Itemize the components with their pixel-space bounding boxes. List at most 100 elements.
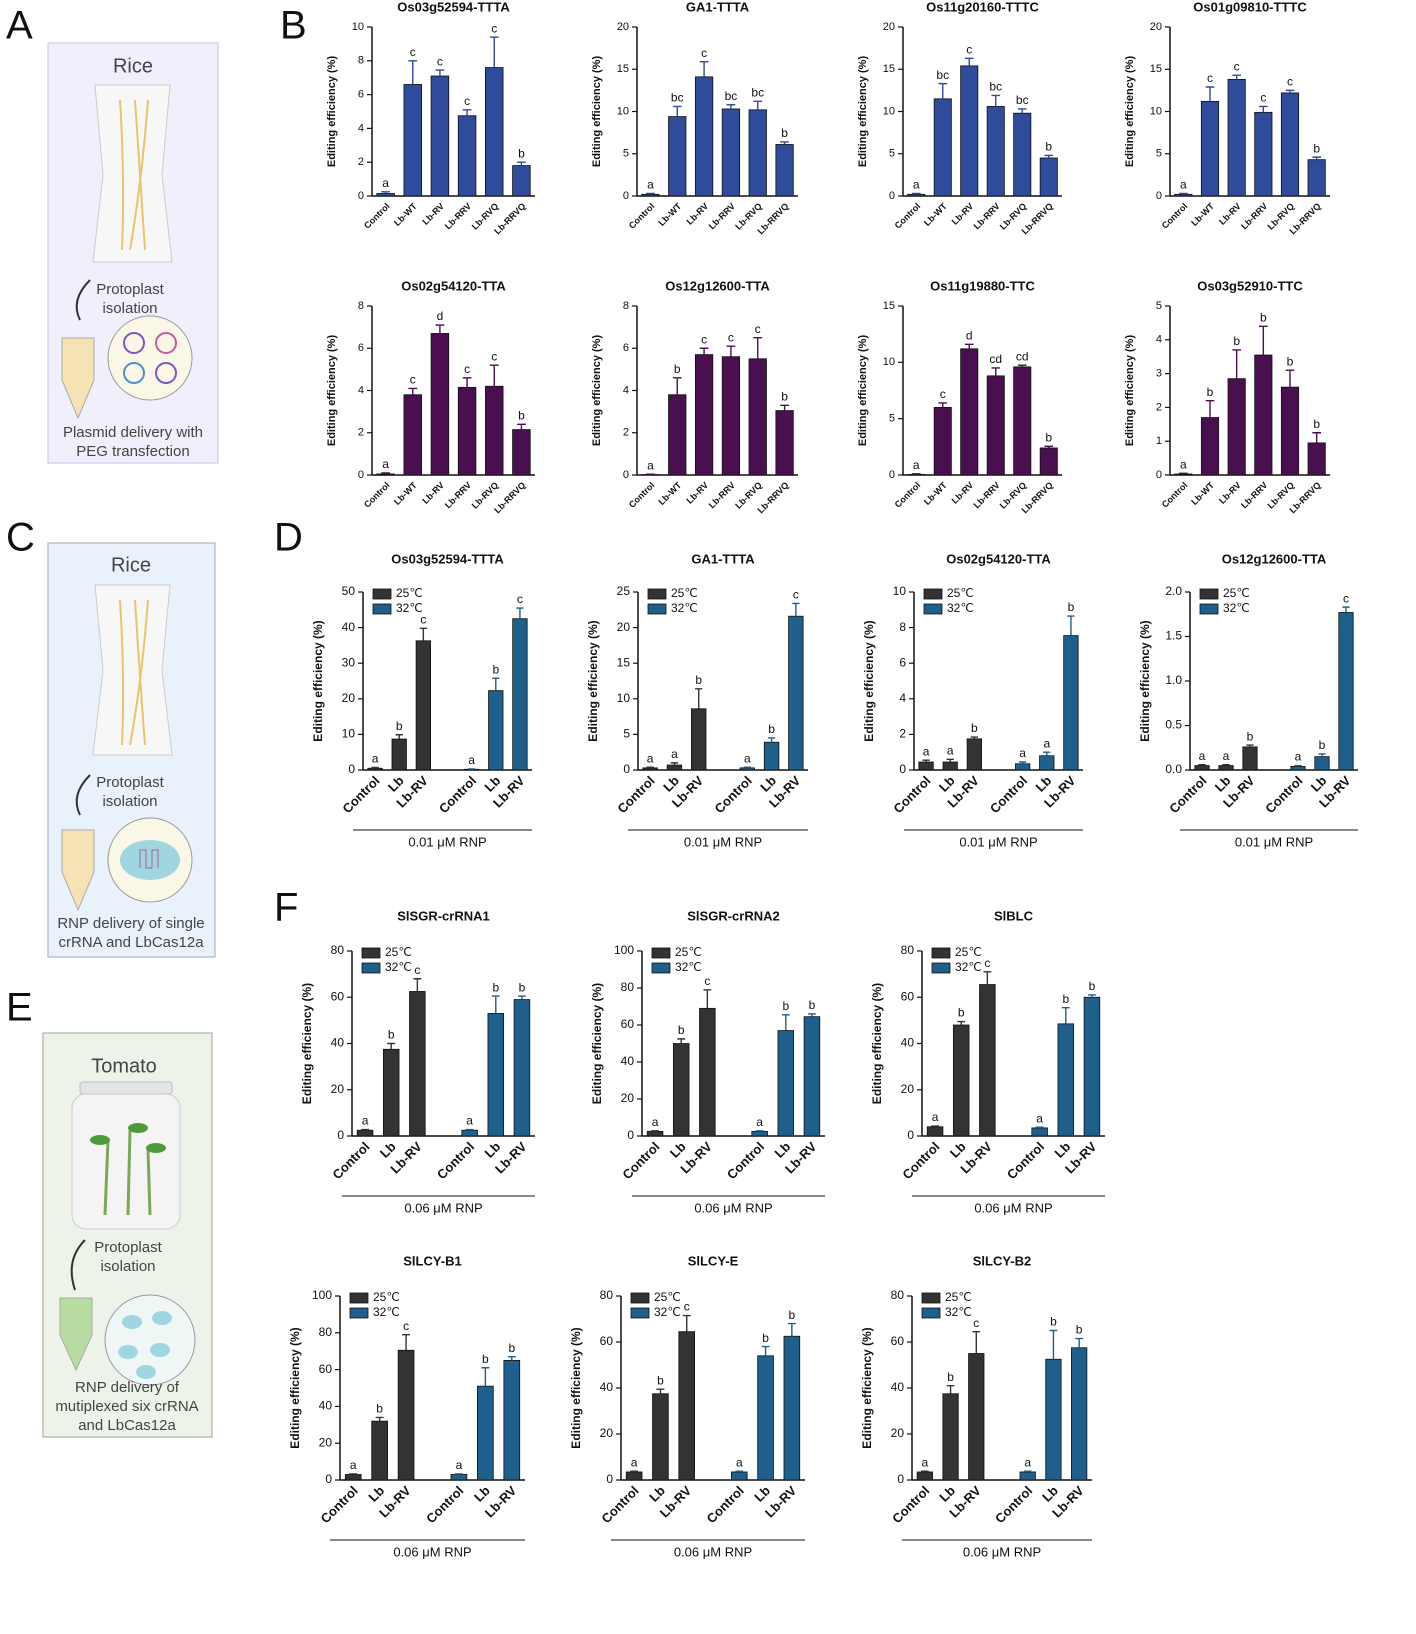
bar (513, 430, 531, 475)
y-tick-label: 40 (342, 620, 356, 634)
y-tick-label: 0 (606, 1472, 613, 1486)
significance-label: a (1295, 750, 1302, 764)
significance-label: a (1036, 1111, 1043, 1125)
error-bar (727, 346, 736, 357)
significance-label: b (492, 980, 499, 994)
y-tick-label: 40 (901, 1036, 915, 1050)
chart-title: SlSGR-crRNA2 (687, 908, 779, 923)
error-bar (700, 348, 709, 354)
error-bar (651, 1131, 659, 1132)
leaf (128, 1123, 148, 1133)
significance-label: a (647, 458, 654, 472)
significance-label: b (1247, 729, 1254, 743)
significance-label: c (517, 592, 523, 606)
error-bar (673, 378, 682, 395)
error-bar (517, 162, 526, 165)
y-tick-label: 2 (899, 727, 906, 741)
y-axis-label: Editing efficiency (%) (591, 335, 603, 447)
y-tick-label: 3 (1156, 368, 1162, 380)
significance-label: b (376, 1402, 383, 1416)
significance-label: c (414, 963, 420, 977)
y-tick-label: 25 (617, 584, 631, 598)
bar (1040, 158, 1057, 196)
bar (1064, 636, 1078, 770)
bar (1175, 194, 1192, 196)
x-tick-label: Lb-WT (922, 480, 949, 507)
significance-label: c (437, 54, 443, 68)
significance-label: a (922, 1455, 929, 1469)
bar (1058, 1024, 1074, 1136)
error-bar (408, 388, 417, 394)
x-tick-label: Control (1160, 480, 1190, 510)
y-tick-label: 0 (1156, 469, 1162, 481)
legend-swatch (924, 604, 942, 614)
legend-label: 32℃ (675, 960, 702, 974)
error-bar (1206, 87, 1215, 101)
error-bar (1286, 370, 1295, 387)
x-tick-label: Control (614, 773, 657, 816)
x-tick-label: Lb-RV (684, 480, 710, 506)
bar (691, 709, 706, 770)
x-axis-label: 0.01 μM RNP (959, 834, 1037, 849)
x-axis-label: 0.01 μM RNP (1235, 834, 1313, 849)
error-bar (991, 368, 1000, 376)
bar (357, 1130, 373, 1136)
illustration-c: Rice Protoplast isolation RNP delivery o… (48, 543, 215, 957)
error-bar (508, 1357, 516, 1361)
bar (1040, 448, 1057, 475)
chart-title: SlBLC (994, 908, 1034, 923)
significance-label: b (695, 673, 702, 687)
bar (643, 768, 658, 770)
panel-label: C (6, 516, 35, 560)
x-tick-label: Control (893, 201, 923, 231)
x-tick-label: Lb-WT (1189, 201, 1216, 228)
significance-label: c (984, 956, 990, 970)
chart-title: Os11g19880-TTC (930, 278, 1035, 293)
y-tick-label: 20 (883, 21, 895, 33)
error-bar (673, 106, 682, 116)
significance-label: a (466, 1114, 473, 1128)
significance-label: b (1319, 738, 1326, 752)
y-axis-label: Editing efficiency (%) (586, 620, 600, 741)
x-tick-label: Control (627, 201, 657, 231)
significance-label: a (456, 1458, 463, 1472)
bar (776, 144, 793, 196)
x-tick-label: Control (1160, 201, 1190, 231)
significance-label: a (756, 1115, 763, 1129)
y-tick-label: 1.5 (1165, 629, 1182, 643)
x-tick-label: Lb-WT (656, 201, 683, 228)
y-tick-label: 0 (623, 469, 629, 481)
x-tick-label: Lb-RRV (707, 480, 737, 510)
y-tick-label: 60 (621, 1017, 635, 1031)
legend-label: 32℃ (945, 1305, 972, 1319)
significance-label: a (631, 1455, 638, 1469)
x-axis-label: 0.06 μM RNP (393, 1544, 471, 1559)
illustration-caption: RNP delivery of (75, 1379, 180, 1396)
bar (404, 84, 422, 196)
significance-label: b (508, 1341, 515, 1355)
y-tick-label: 20 (1150, 21, 1162, 33)
error-bar (466, 1130, 474, 1131)
bar (961, 66, 978, 196)
bar (987, 106, 1004, 196)
illustration-step: isolation (102, 300, 157, 317)
y-tick-label: 6 (623, 342, 629, 354)
error-bar (695, 689, 702, 709)
significance-label: a (647, 751, 654, 765)
significance-label: a (1043, 736, 1050, 750)
significance-label: a (1180, 457, 1187, 471)
y-tick-label: 0 (889, 190, 895, 202)
x-tick-label: Lb-RRV (443, 201, 473, 231)
error-bar (408, 61, 417, 85)
error-bar (402, 1335, 410, 1351)
significance-label: a (382, 457, 389, 471)
significance-label: c (491, 349, 497, 363)
bar (392, 739, 406, 770)
x-tick-label: Control (423, 1483, 466, 1526)
significance-label: c (973, 1316, 979, 1330)
bar (917, 1472, 932, 1480)
significance-label: c (410, 373, 416, 387)
y-tick-label: 0 (1156, 190, 1162, 202)
error-bar (700, 62, 709, 77)
y-tick-label: 80 (891, 1288, 905, 1302)
